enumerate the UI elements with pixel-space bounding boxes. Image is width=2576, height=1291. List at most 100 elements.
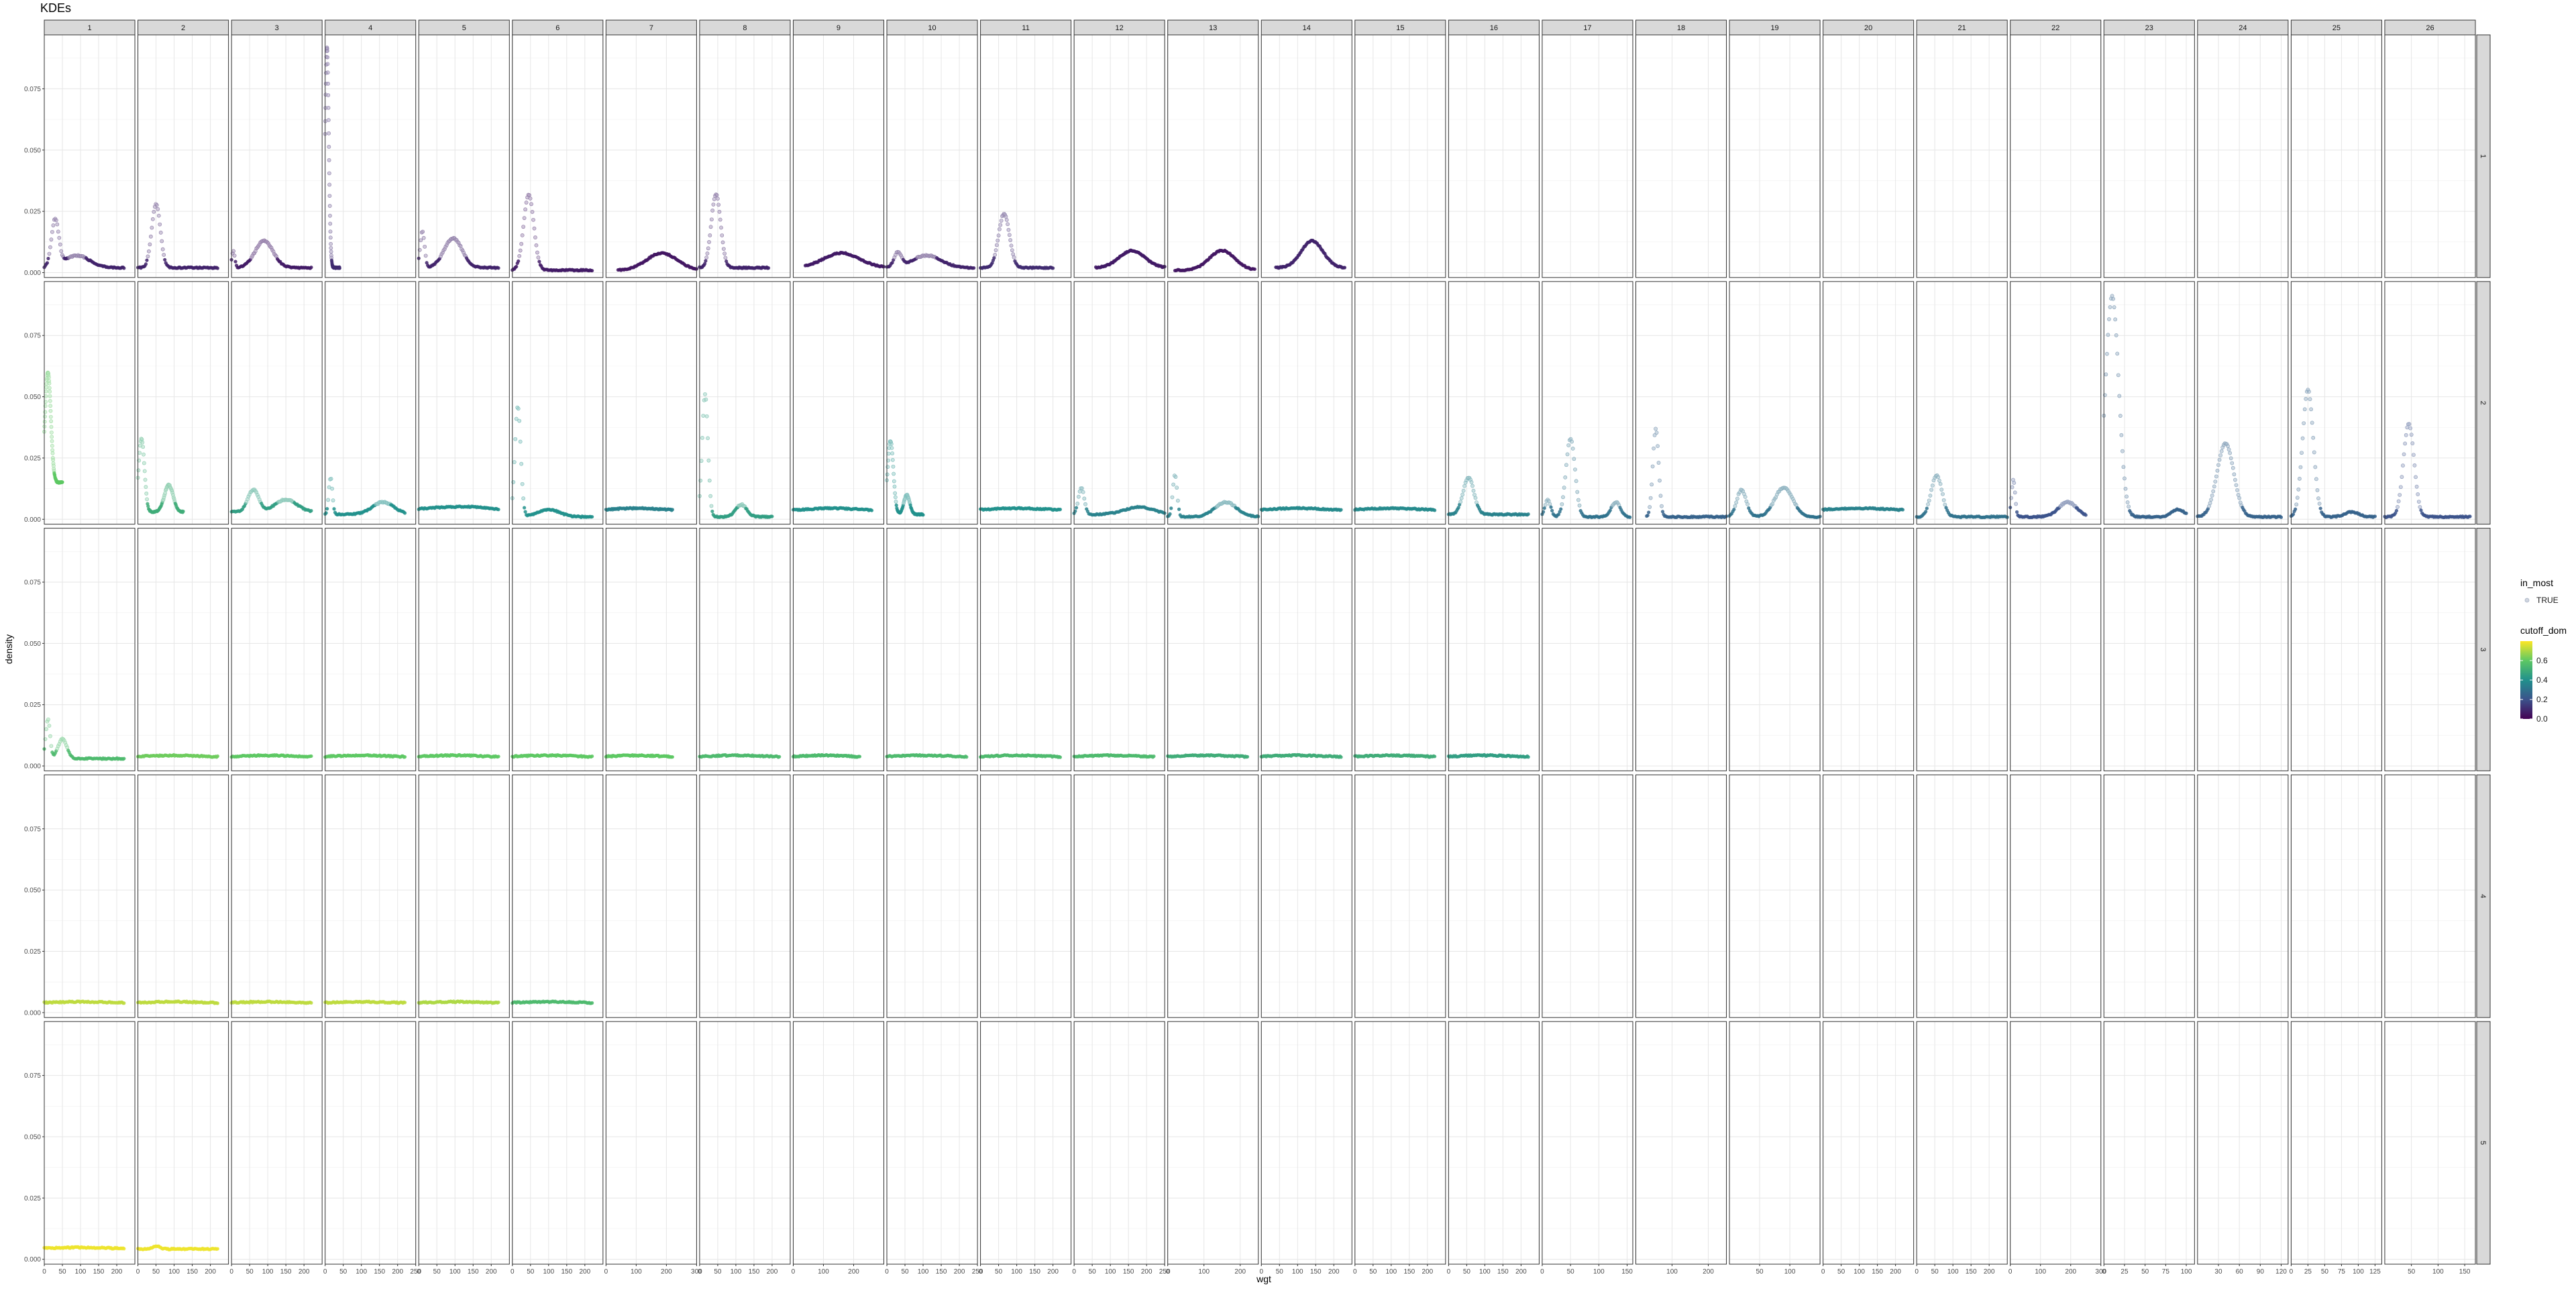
panel-background: [1074, 282, 1165, 524]
data-point: [892, 465, 895, 468]
data-point: [2227, 448, 2231, 451]
data-point: [2300, 451, 2303, 455]
data-point: [724, 256, 727, 260]
data-point: [2013, 491, 2017, 494]
data-point: [995, 243, 998, 247]
data-point: [56, 230, 60, 233]
data-point: [1051, 266, 1055, 270]
data-point: [2373, 514, 2377, 518]
data-point: [338, 266, 341, 270]
data-point: [161, 247, 164, 251]
data-point: [1656, 445, 1659, 448]
data-point: [2123, 477, 2126, 480]
data-point: [2012, 481, 2016, 484]
data-point: [2406, 426, 2409, 429]
panel-background: [2104, 35, 2194, 278]
data-point: [423, 245, 427, 248]
facet-strip-col-label-17: 17: [1583, 24, 1591, 32]
panel-background: [44, 282, 135, 524]
data-point: [2396, 505, 2399, 508]
data-point: [2116, 374, 2120, 377]
data-point: [2229, 451, 2232, 455]
data-point: [1941, 492, 1944, 496]
data-point: [710, 504, 713, 508]
data-point: [327, 172, 331, 175]
data-point: [233, 260, 237, 263]
data-point: [58, 236, 61, 239]
data-point: [1059, 508, 1062, 511]
panel-background: [1542, 35, 1633, 278]
data-point: [1253, 268, 1256, 271]
data-point: [519, 440, 522, 443]
data-point: [887, 452, 890, 455]
data-point: [151, 217, 154, 221]
facet-strip-col-label-5: 5: [462, 24, 466, 32]
data-point: [2298, 477, 2301, 480]
data-point: [770, 514, 773, 518]
data-point: [891, 451, 894, 455]
data-point: [885, 473, 889, 476]
data-point: [327, 498, 330, 502]
facet-panel-r3-c2: [136, 528, 229, 771]
data-point: [702, 414, 705, 417]
facet-panel-r1-c13: [1168, 35, 1258, 278]
data-point: [1943, 503, 1947, 506]
panel-background: [887, 35, 977, 278]
y-tick-label: 0.075: [24, 826, 41, 833]
panel-background: [138, 528, 229, 771]
facet-panel-r1-c11: [979, 35, 1071, 278]
facet-strip-col-label-21: 21: [1958, 24, 1966, 32]
data-point: [47, 376, 50, 379]
data-point: [705, 414, 708, 418]
data-point: [2184, 512, 2188, 515]
data-point: [1004, 215, 1008, 218]
data-point: [44, 394, 48, 398]
data-point: [531, 218, 535, 221]
data-point: [56, 223, 59, 226]
data-point: [496, 266, 500, 270]
data-point: [2122, 465, 2125, 469]
data-point: [54, 219, 58, 222]
data-point: [1550, 509, 1554, 512]
y-tick-label: 0.025: [24, 948, 41, 956]
data-point: [590, 515, 594, 518]
data-point: [50, 230, 54, 233]
data-point: [1649, 496, 1652, 500]
data-point: [329, 222, 332, 225]
data-point: [142, 445, 145, 449]
y-tick-label: 0.075: [24, 1072, 41, 1080]
facet-panel-r1-c15: [1355, 35, 1446, 278]
facet-panel-r1-c21: [1917, 35, 2007, 278]
data-point: [522, 225, 525, 229]
data-point: [712, 197, 716, 201]
data-point: [712, 203, 715, 206]
facet-strip-row-label-4: 4: [2479, 894, 2487, 898]
data-point: [524, 208, 527, 211]
data-point: [1735, 497, 1739, 500]
facet-panel-r1-c26: [2385, 35, 2475, 278]
data-point: [1176, 499, 1179, 502]
facet-strip-col-label-23: 23: [2145, 24, 2153, 32]
data-point: [329, 477, 333, 480]
data-point: [44, 390, 48, 393]
data-point: [148, 243, 152, 246]
panel-background: [1823, 35, 1914, 278]
data-point: [1924, 510, 1927, 513]
data-point: [722, 247, 725, 250]
data-point: [1462, 489, 1465, 492]
data-point: [1544, 503, 1547, 506]
data-point: [1343, 266, 1346, 269]
facet-panel-r2-c18: [1635, 282, 1728, 524]
panel-background: [2104, 282, 2194, 524]
data-point: [716, 197, 719, 201]
data-point: [50, 444, 54, 447]
data-point: [521, 233, 524, 237]
data-point: [1168, 512, 1171, 516]
data-point: [710, 218, 713, 221]
data-point: [1942, 498, 1945, 502]
data-point: [2395, 509, 2398, 512]
panel-background: [700, 282, 790, 524]
data-point: [1930, 488, 1933, 492]
data-point: [2226, 445, 2229, 448]
data-point: [1010, 244, 1013, 247]
